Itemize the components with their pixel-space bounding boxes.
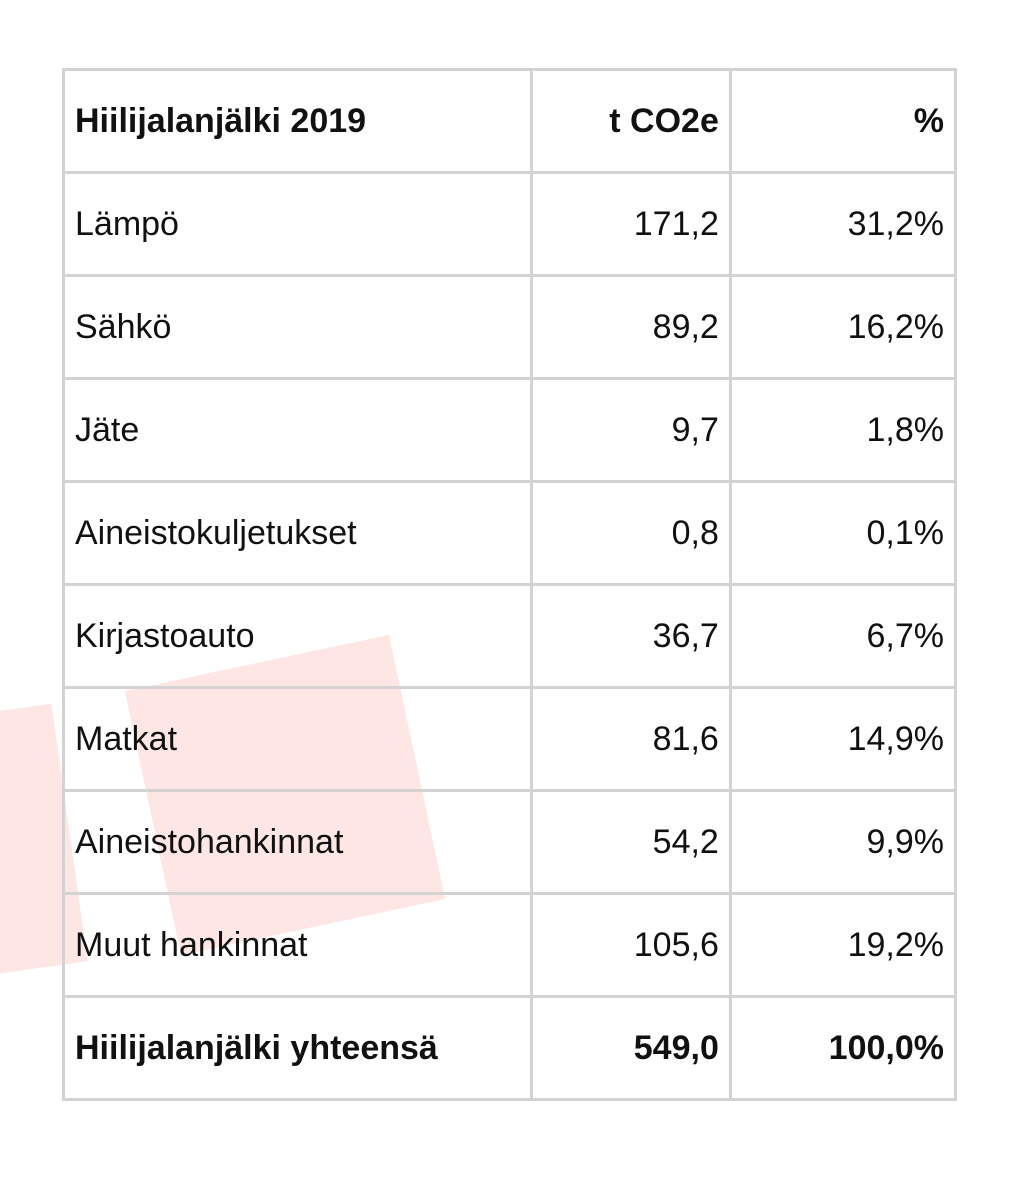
row-percent: 6,7% <box>728 583 958 689</box>
header-co2: t CO2e <box>530 68 732 174</box>
table-row: Jäte 9,7 1,8% <box>61 377 958 483</box>
row-label: Muut hankinnat <box>61 892 534 998</box>
row-label: Kirjastoauto <box>61 583 534 689</box>
row-co2: 81,6 <box>530 686 732 792</box>
row-co2: 36,7 <box>530 583 732 689</box>
table-header-row: Hiilijalanjälki 2019 t CO2e % <box>61 68 958 174</box>
row-co2: 0,8 <box>530 480 732 586</box>
row-co2: 89,2 <box>530 274 732 380</box>
row-percent: 31,2% <box>728 171 958 277</box>
row-co2: 171,2 <box>530 171 732 277</box>
row-label: Aineistokuljetukset <box>61 480 534 586</box>
header-percent: % <box>728 68 958 174</box>
header-label: Hiilijalanjälki 2019 <box>61 68 534 174</box>
row-percent: 0,1% <box>728 480 958 586</box>
table-row: Matkat 81,6 14,9% <box>61 686 958 792</box>
table-row: Aineistokuljetukset 0,8 0,1% <box>61 480 958 586</box>
table-row: Kirjastoauto 36,7 6,7% <box>61 583 958 689</box>
carbon-footprint-table: Hiilijalanjälki 2019 t CO2e % Lämpö 171,… <box>61 68 958 1101</box>
row-co2: 105,6 <box>530 892 732 998</box>
row-co2: 54,2 <box>530 789 732 895</box>
row-percent: 1,8% <box>728 377 958 483</box>
table-row: Muut hankinnat 105,6 19,2% <box>61 892 958 998</box>
row-percent: 19,2% <box>728 892 958 998</box>
table-total-row: Hiilijalanjälki yhteensä 549,0 100,0% <box>61 995 958 1101</box>
row-percent: 16,2% <box>728 274 958 380</box>
row-label: Jäte <box>61 377 534 483</box>
row-co2: 9,7 <box>530 377 732 483</box>
row-label: Matkat <box>61 686 534 792</box>
row-label: Aineistohankinnat <box>61 789 534 895</box>
row-percent: 14,9% <box>728 686 958 792</box>
total-percent: 100,0% <box>728 995 958 1101</box>
row-label: Lämpö <box>61 171 534 277</box>
table-row: Aineistohankinnat 54,2 9,9% <box>61 789 958 895</box>
table-row: Sähkö 89,2 16,2% <box>61 274 958 380</box>
row-percent: 9,9% <box>728 789 958 895</box>
total-co2: 549,0 <box>530 995 732 1101</box>
table-container: Hiilijalanjälki 2019 t CO2e % Lämpö 171,… <box>61 68 958 1101</box>
total-label: Hiilijalanjälki yhteensä <box>61 995 534 1101</box>
table-row: Lämpö 171,2 31,2% <box>61 171 958 277</box>
row-label: Sähkö <box>61 274 534 380</box>
